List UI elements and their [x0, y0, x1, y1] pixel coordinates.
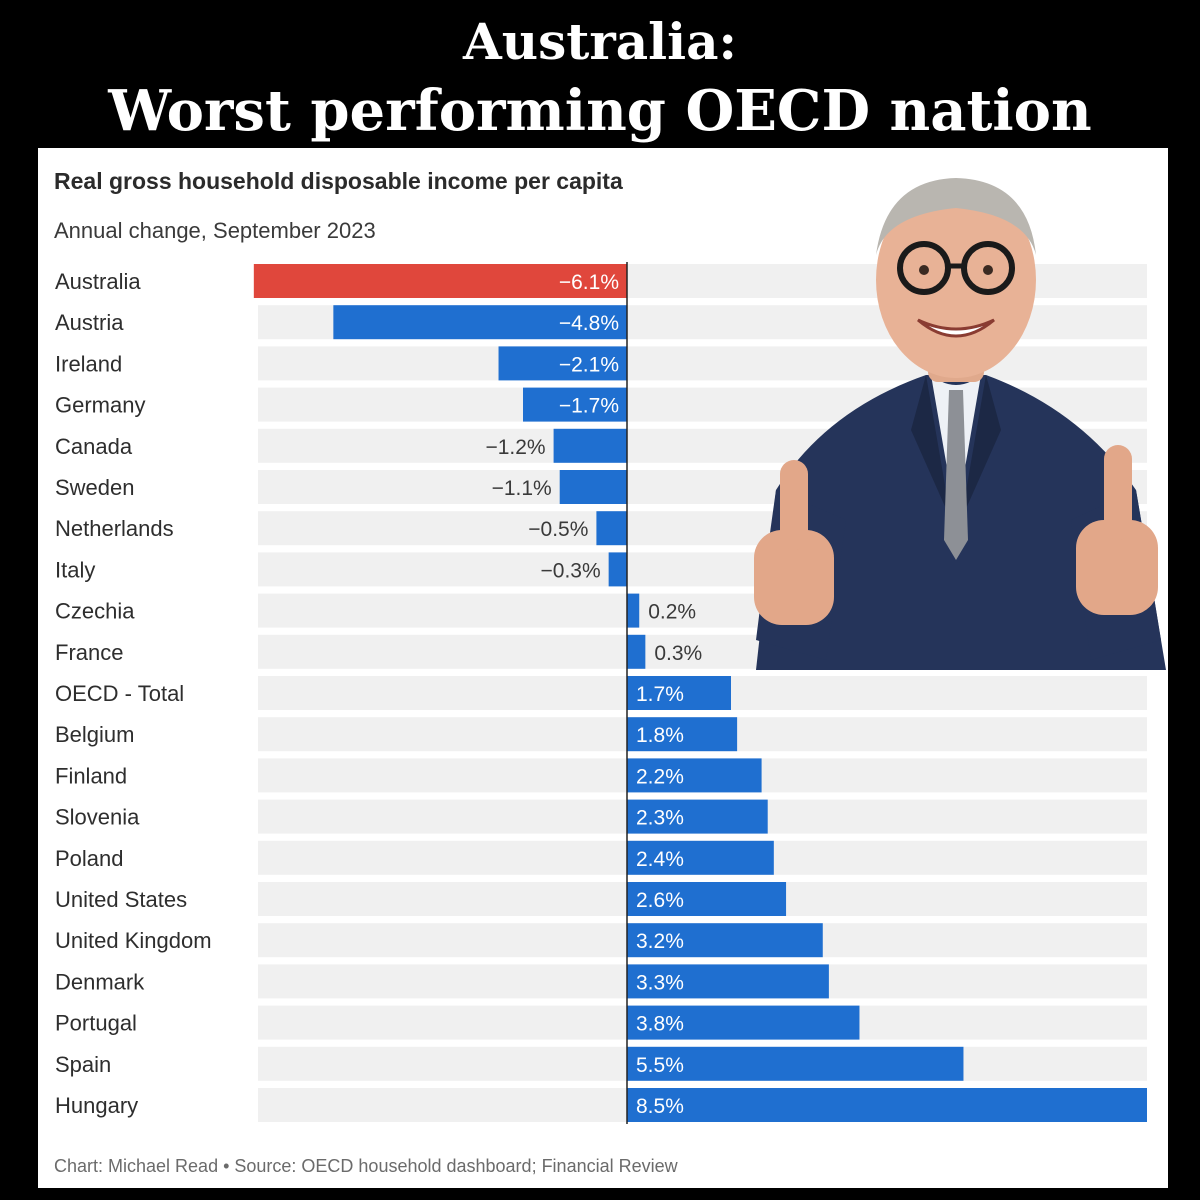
value-label-united-kingdom: 3.2%: [636, 930, 684, 953]
value-label-belgium: 1.8%: [636, 724, 684, 747]
chart-subtitle: Annual change, September 2023: [54, 218, 376, 243]
bar-united-kingdom: [627, 923, 823, 958]
bar-czechia: [627, 593, 640, 628]
bar-austria: [333, 305, 627, 340]
value-label-spain: 5.5%: [636, 1054, 684, 1077]
value-label-oecd-total: 1.7%: [636, 683, 684, 706]
bar-ireland: [498, 346, 627, 381]
value-label-sweden: −1.1%: [492, 477, 552, 500]
value-label-netherlands: −0.5%: [528, 518, 588, 541]
bar-spain: [627, 1046, 964, 1081]
bar-canada: [553, 428, 627, 463]
value-label-france: 0.3%: [654, 642, 702, 665]
category-label-spain: Spain: [55, 1052, 111, 1077]
category-label-denmark: Denmark: [55, 969, 145, 994]
bar-italy: [608, 552, 627, 587]
headline: Australia: Worst performing OECD nation: [0, 0, 1200, 150]
bar-poland: [627, 840, 774, 875]
bar-australia: [253, 264, 627, 298]
value-label-canada: −1.2%: [485, 436, 545, 459]
person-thumbs-up-photo: [754, 178, 1166, 670]
category-label-germany: Germany: [55, 393, 145, 418]
bar-denmark: [627, 964, 829, 999]
category-label-finland: Finland: [55, 763, 127, 788]
bar-france: [627, 634, 646, 669]
category-label-poland: Poland: [55, 846, 124, 871]
bar-netherlands: [596, 511, 627, 546]
value-label-ireland: −2.1%: [559, 353, 619, 376]
bar-sweden: [559, 470, 627, 504]
value-label-hungary: 8.5%: [636, 1095, 684, 1118]
value-label-portugal: 3.8%: [636, 1013, 684, 1036]
chart-source: Chart: Michael Read • Source: OECD house…: [54, 1156, 678, 1176]
category-label-united-states: United States: [55, 887, 187, 912]
value-label-austria: −4.8%: [559, 312, 619, 335]
category-label-portugal: Portugal: [55, 1011, 137, 1036]
bar-hungary: [627, 1088, 1147, 1122]
category-label-australia: Australia: [55, 269, 141, 294]
headline-line-1: Australia:: [463, 12, 737, 71]
bar-slovenia: [627, 799, 768, 834]
headline-line-2: Worst performing OECD nation: [108, 78, 1092, 144]
value-label-united-states: 2.6%: [636, 889, 684, 912]
category-label-italy: Italy: [55, 557, 95, 582]
chart-title: Real gross household disposable income p…: [54, 168, 623, 194]
value-label-finland: 2.2%: [636, 765, 684, 788]
category-label-austria: Austria: [55, 310, 124, 335]
bar-germany: [523, 387, 627, 422]
category-label-canada: Canada: [55, 434, 133, 459]
bar-portugal: [627, 1005, 860, 1040]
category-label-netherlands: Netherlands: [55, 516, 174, 541]
category-label-france: France: [55, 640, 123, 665]
category-label-united-kingdom: United Kingdom: [55, 928, 212, 953]
category-label-belgium: Belgium: [55, 722, 134, 747]
bar-belgium: [627, 717, 738, 752]
value-label-italy: −0.3%: [541, 559, 601, 582]
value-label-germany: −1.7%: [559, 395, 619, 418]
bar-united-states: [627, 882, 787, 916]
bar-finland: [627, 758, 762, 793]
bar-oecd-total: [627, 676, 731, 710]
category-label-ireland: Ireland: [55, 351, 122, 376]
category-label-sweden: Sweden: [55, 475, 135, 500]
value-label-poland: 2.4%: [636, 848, 684, 871]
value-label-australia: −6.1%: [559, 271, 619, 294]
value-label-czechia: 0.2%: [648, 601, 696, 624]
value-label-denmark: 3.3%: [636, 971, 684, 994]
category-label-czechia: Czechia: [55, 599, 135, 624]
category-label-oecd-total: OECD - Total: [55, 681, 184, 706]
category-label-slovenia: Slovenia: [55, 805, 140, 830]
category-label-hungary: Hungary: [55, 1093, 138, 1118]
value-label-slovenia: 2.3%: [636, 807, 684, 830]
